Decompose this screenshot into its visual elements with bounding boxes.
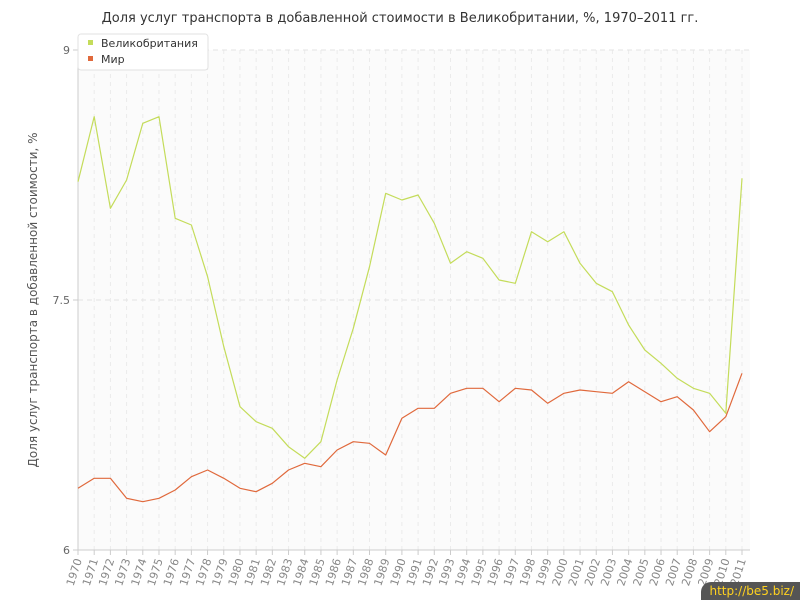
y-tick-label: 7.5: [53, 294, 71, 307]
y-tick-label: 9: [63, 44, 70, 57]
legend-item-uk[interactable]: Великобритания: [101, 37, 198, 50]
y-tick-label: 6: [63, 544, 70, 557]
chart-title: Доля услуг транспорта в добавленной стои…: [102, 11, 699, 26]
legend-item-world[interactable]: Мир: [101, 53, 125, 66]
grid: [77, 49, 750, 551]
legend-box: [77, 33, 209, 71]
series-line-world[interactable]: [77, 373, 743, 503]
x-ticks: 1970197119721973197419751976197719781979…: [64, 550, 749, 588]
legend[interactable]: Великобритания Мир: [77, 33, 209, 71]
watermark: http://be5.biz/: [701, 582, 800, 600]
series-line-uk[interactable]: [77, 116, 743, 459]
legend-swatch-uk: [88, 40, 93, 45]
y-axis-label: Доля услуг транспорта в добавленной стои…: [26, 133, 40, 468]
legend-swatch-world: [88, 56, 93, 61]
series-lines: [77, 116, 743, 503]
y-ticks: 67.59: [53, 44, 78, 557]
